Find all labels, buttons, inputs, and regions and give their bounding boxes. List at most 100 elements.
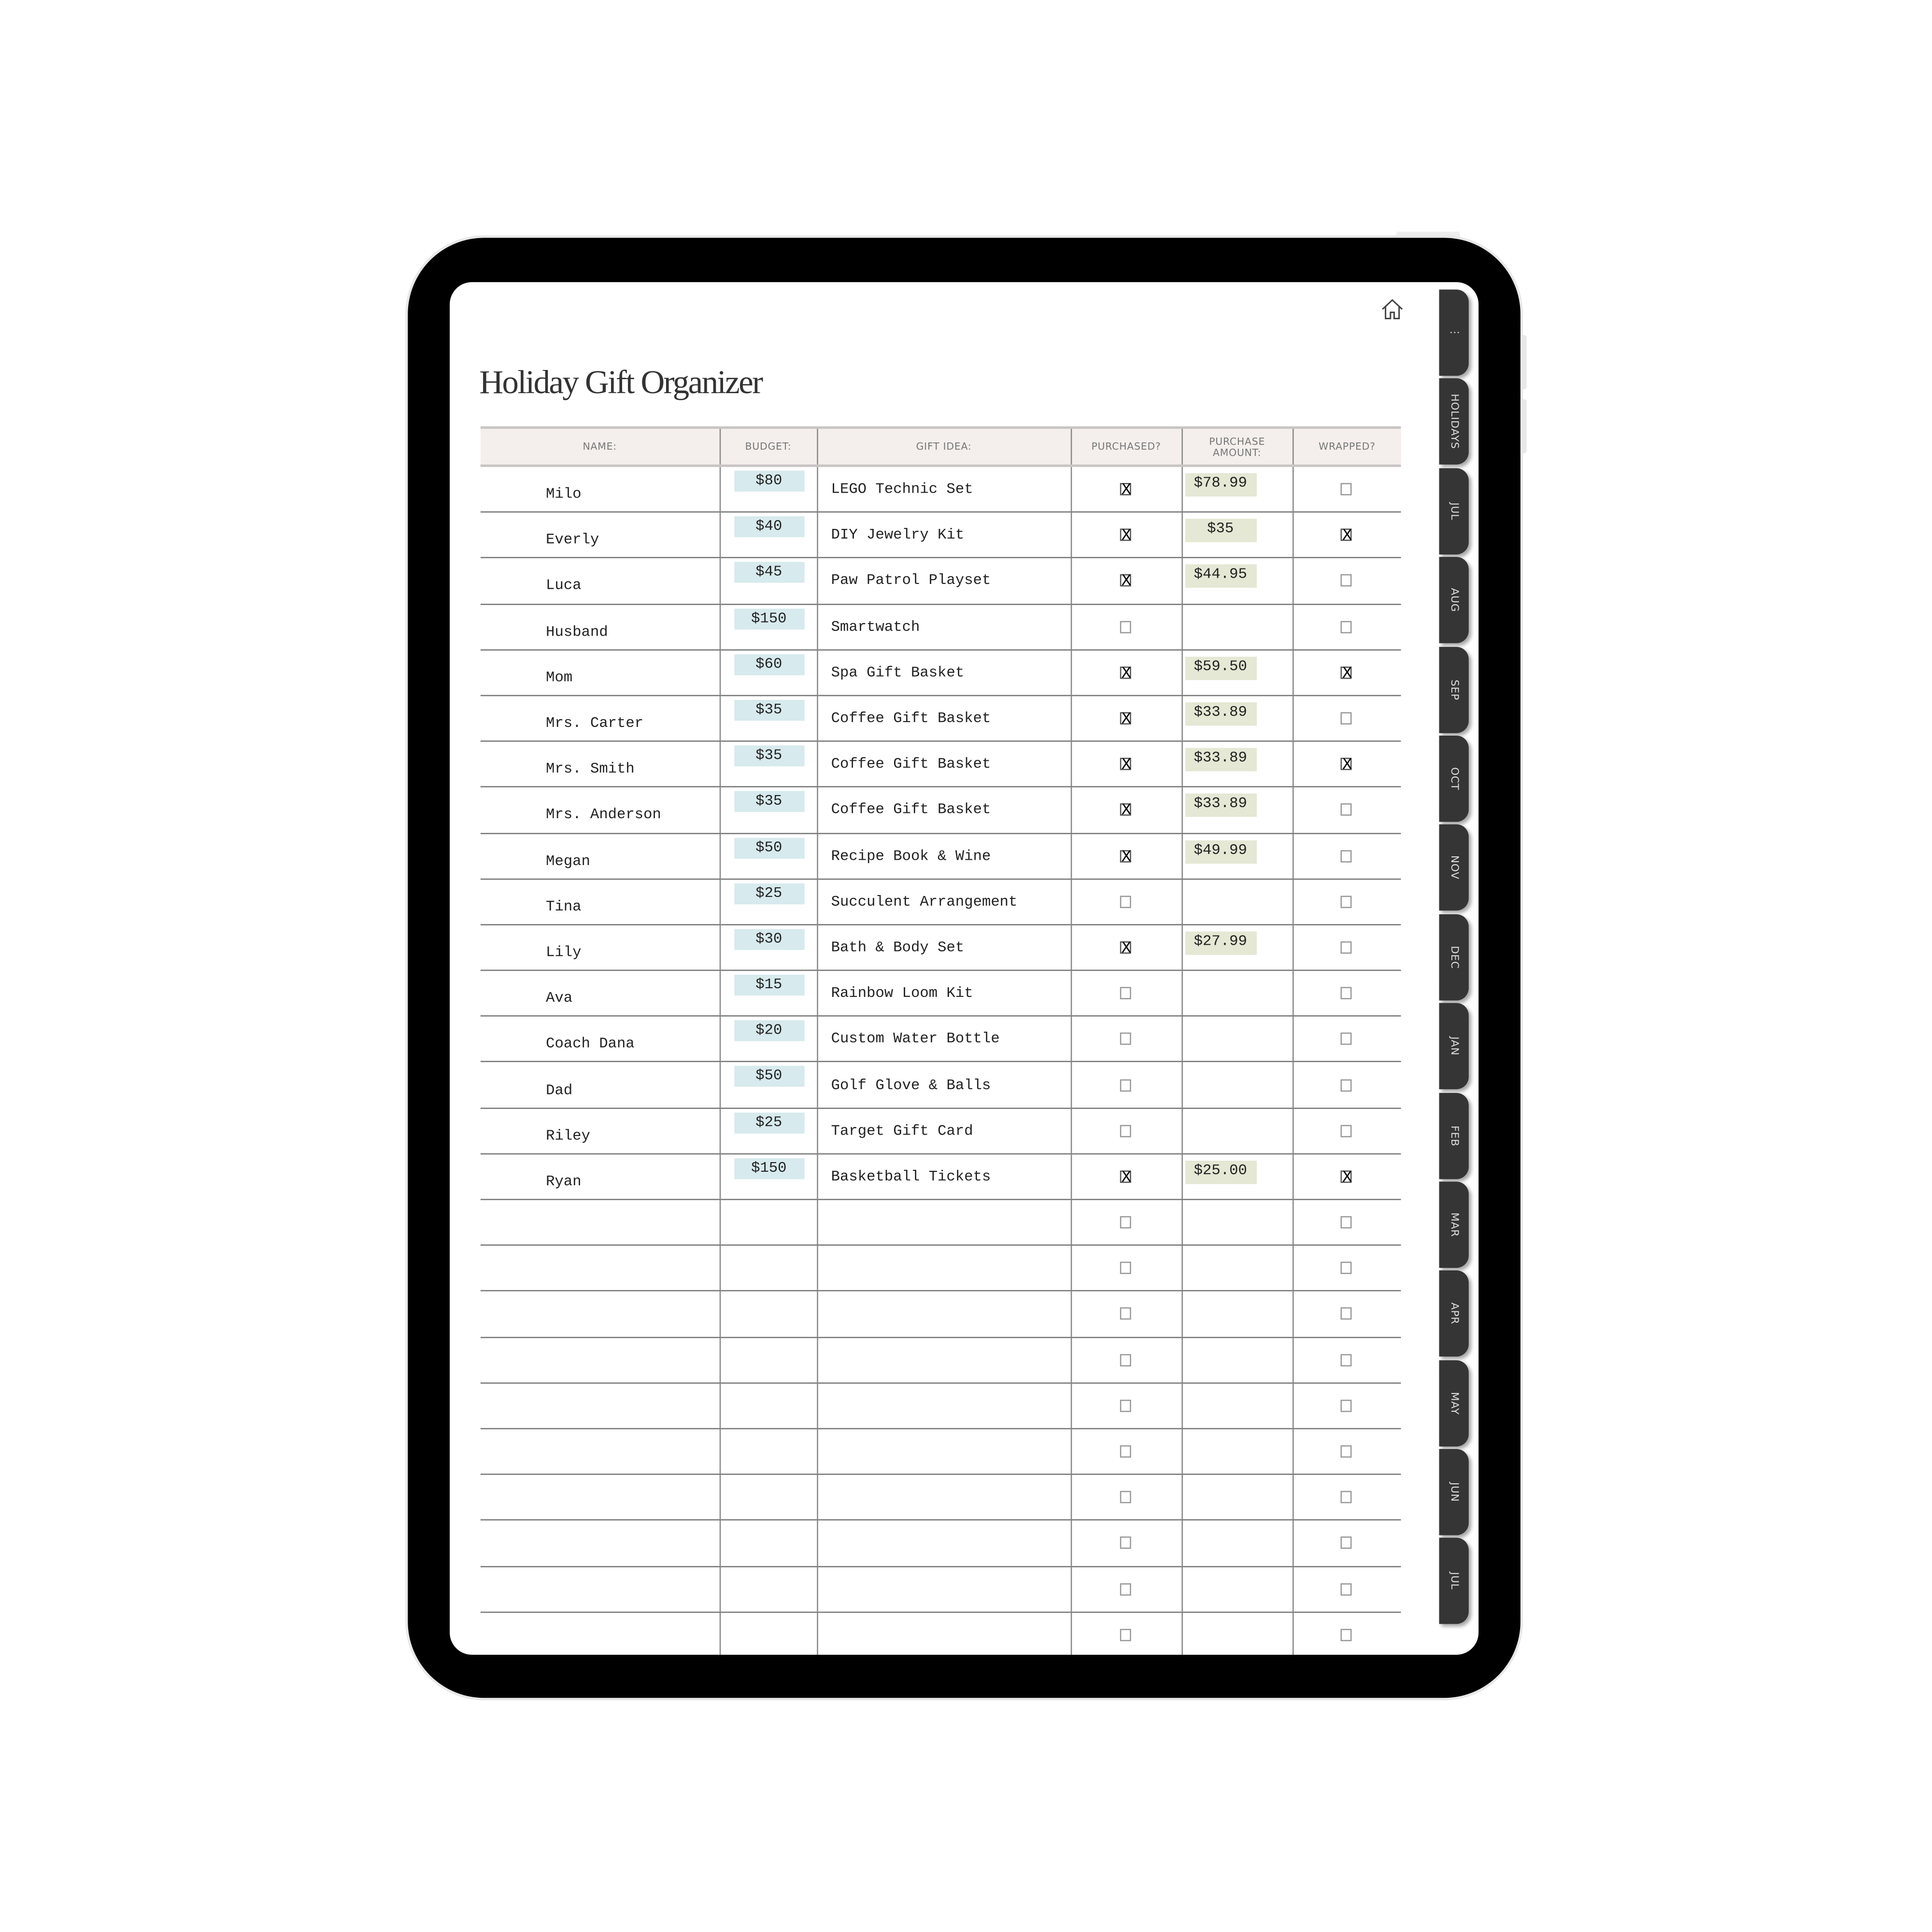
name-cell[interactable]: Dad <box>480 1062 720 1108</box>
name-cell[interactable] <box>480 1428 720 1475</box>
gift-idea-cell[interactable]: Spa Gift Basket <box>816 650 1071 696</box>
gift-idea-cell[interactable]: Succulent Arrangement <box>816 879 1071 925</box>
purchased-checkbox[interactable] <box>1120 1079 1131 1091</box>
purchase-amount-cell[interactable]: $33.89 <box>1181 787 1293 834</box>
tab-jun[interactable]: JUN <box>1439 1449 1469 1535</box>
budget-cell[interactable]: $50 <box>719 833 817 880</box>
wrapped-checkbox[interactable] <box>1341 1307 1352 1321</box>
name-cell[interactable] <box>480 1474 720 1521</box>
purchased-checkbox[interactable] <box>1120 1399 1131 1412</box>
purchased-checkbox[interactable]: X <box>1120 711 1131 726</box>
name-cell[interactable] <box>480 1336 720 1384</box>
name-cell[interactable]: Mrs. Anderson <box>480 787 720 834</box>
purchased-checkbox[interactable] <box>1120 1262 1131 1275</box>
purchase-amount-cell[interactable] <box>1181 1566 1293 1613</box>
budget-cell[interactable]: $25 <box>719 1108 817 1154</box>
wrapped-checkbox[interactable] <box>1341 1353 1352 1366</box>
wrapped-checkbox[interactable] <box>1341 574 1352 587</box>
gift-idea-cell[interactable] <box>816 1382 1071 1430</box>
gift-idea-cell[interactable] <box>816 1474 1071 1521</box>
name-cell[interactable]: Megan <box>480 833 720 880</box>
tab-mar[interactable]: MAR <box>1439 1181 1469 1268</box>
gift-idea-cell[interactable]: Recipe Book & Wine <box>816 833 1071 880</box>
gift-idea-cell[interactable]: DIY Jewelry Kit <box>816 512 1071 559</box>
gift-idea-cell[interactable]: Target Gift Card <box>816 1108 1071 1154</box>
purchased-checkbox[interactable] <box>1120 1124 1131 1137</box>
budget-cell[interactable] <box>719 1566 817 1613</box>
wrapped-checkbox[interactable]: X <box>1341 528 1352 542</box>
gift-idea-cell[interactable] <box>816 1612 1071 1655</box>
purchase-amount-cell[interactable]: $49.99 <box>1181 833 1293 880</box>
budget-cell[interactable]: $150 <box>719 604 817 651</box>
wrapped-checkbox[interactable] <box>1341 1537 1352 1549</box>
purchased-checkbox[interactable] <box>1120 1582 1131 1595</box>
budget-cell[interactable] <box>719 1199 817 1246</box>
budget-cell[interactable]: $80 <box>719 466 817 513</box>
gift-idea-cell[interactable]: Rainbow Loom Kit <box>816 970 1071 1017</box>
budget-cell[interactable] <box>719 1474 817 1521</box>
name-cell[interactable]: Mom <box>480 650 720 696</box>
tab-oct[interactable]: OCT <box>1439 735 1469 822</box>
name-cell[interactable] <box>480 1291 720 1338</box>
wrapped-checkbox[interactable] <box>1341 1582 1352 1595</box>
budget-cell[interactable]: $35 <box>719 741 817 788</box>
purchase-amount-cell[interactable]: $33.89 <box>1181 695 1293 742</box>
purchase-amount-cell[interactable]: $25.00 <box>1181 1153 1293 1200</box>
purchased-checkbox[interactable] <box>1120 1445 1131 1458</box>
tab-dec[interactable]: DEC <box>1439 914 1469 1000</box>
name-cell[interactable] <box>480 1382 720 1430</box>
budget-cell[interactable]: $30 <box>719 924 817 971</box>
budget-cell[interactable]: $60 <box>719 650 817 696</box>
wrapped-checkbox[interactable] <box>1341 1216 1352 1229</box>
gift-idea-cell[interactable] <box>816 1245 1071 1292</box>
home-icon[interactable] <box>1380 298 1405 320</box>
purchased-checkbox[interactable]: X <box>1120 757 1131 771</box>
gift-idea-cell[interactable]: Bath & Body Set <box>816 924 1071 971</box>
tab-more-menu[interactable]: ⋮ <box>1439 289 1469 376</box>
wrapped-checkbox[interactable]: X <box>1341 665 1352 680</box>
purchased-checkbox[interactable] <box>1120 1491 1131 1504</box>
budget-cell[interactable]: $25 <box>719 879 817 925</box>
purchase-amount-cell[interactable] <box>1181 1382 1293 1430</box>
wrapped-checkbox[interactable] <box>1341 850 1352 862</box>
tab-jan[interactable]: JAN <box>1439 1003 1469 1090</box>
gift-idea-cell[interactable] <box>816 1336 1071 1384</box>
wrapped-checkbox[interactable] <box>1341 712 1352 725</box>
gift-idea-cell[interactable]: Golf Glove & Balls <box>816 1062 1071 1108</box>
tab-nov[interactable]: NOV <box>1439 824 1469 911</box>
name-cell[interactable] <box>480 1566 720 1613</box>
purchased-checkbox[interactable]: X <box>1120 940 1131 955</box>
purchased-checkbox[interactable] <box>1120 895 1131 908</box>
name-cell[interactable]: Tina <box>480 879 720 925</box>
wrapped-checkbox[interactable]: X <box>1341 1169 1352 1184</box>
purchase-amount-cell[interactable]: $78.99 <box>1181 466 1293 513</box>
wrapped-checkbox[interactable] <box>1341 1124 1352 1137</box>
name-cell[interactable]: Mrs. Smith <box>480 741 720 788</box>
purchase-amount-cell[interactable] <box>1181 970 1293 1017</box>
purchase-amount-cell[interactable] <box>1181 1520 1293 1567</box>
gift-idea-cell[interactable]: Smartwatch <box>816 604 1071 651</box>
name-cell[interactable]: Coach Dana <box>480 1016 720 1063</box>
wrapped-checkbox[interactable] <box>1341 987 1352 1000</box>
purchase-amount-cell[interactable]: $44.95 <box>1181 558 1293 605</box>
budget-cell[interactable]: $15 <box>719 970 817 1017</box>
name-cell[interactable]: Mrs. Carter <box>480 695 720 742</box>
purchased-checkbox[interactable] <box>1120 987 1131 1000</box>
purchased-checkbox[interactable]: X <box>1120 665 1131 680</box>
budget-cell[interactable]: $20 <box>719 1016 817 1063</box>
wrapped-checkbox[interactable] <box>1341 804 1352 816</box>
name-cell[interactable]: Everly <box>480 512 720 559</box>
wrapped-checkbox[interactable] <box>1341 941 1352 954</box>
wrapped-checkbox[interactable] <box>1341 620 1352 633</box>
purchased-checkbox[interactable]: X <box>1120 528 1131 542</box>
purchase-amount-cell[interactable] <box>1181 1474 1293 1521</box>
tab-apr[interactable]: APR <box>1439 1270 1469 1357</box>
gift-idea-cell[interactable]: Basketball Tickets <box>816 1153 1071 1200</box>
purchase-amount-cell[interactable] <box>1181 879 1293 925</box>
purchase-amount-cell[interactable] <box>1181 1108 1293 1154</box>
gift-idea-cell[interactable]: Coffee Gift Basket <box>816 695 1071 742</box>
purchase-amount-cell[interactable] <box>1181 1062 1293 1108</box>
budget-cell[interactable] <box>719 1428 817 1475</box>
purchased-checkbox[interactable]: X <box>1120 573 1131 588</box>
name-cell[interactable]: Ava <box>480 970 720 1017</box>
